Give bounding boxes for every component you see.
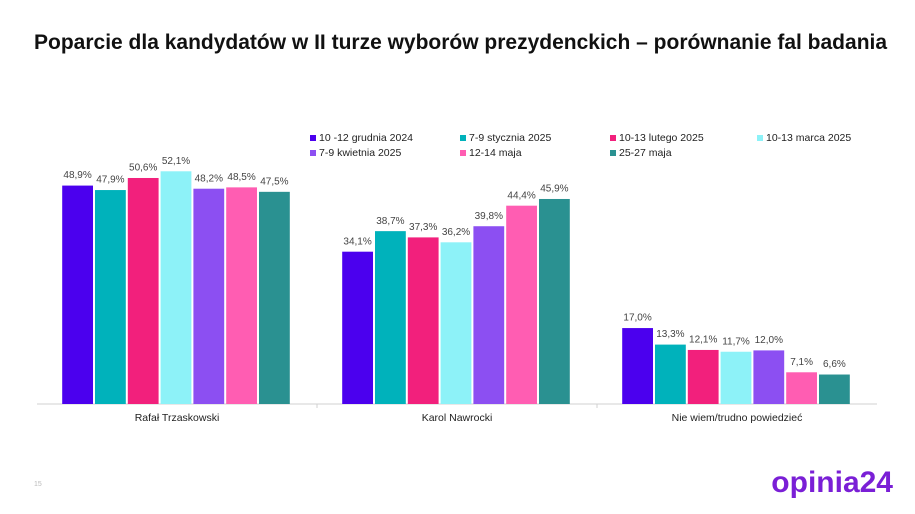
- value-label: 7,1%: [790, 357, 813, 368]
- x-tick-label: Rafał Trzaskowski: [135, 412, 220, 424]
- value-label: 48,9%: [63, 170, 91, 181]
- bar: [786, 372, 817, 404]
- value-label: 44,4%: [507, 190, 535, 201]
- bar: [539, 198, 570, 404]
- bar: [226, 187, 257, 404]
- bar: [407, 237, 439, 404]
- bar: [95, 190, 126, 404]
- legend-swatch: [310, 150, 316, 156]
- legend-label: 25-27 maja: [619, 147, 672, 159]
- value-label: 11,7%: [722, 336, 750, 347]
- bar: [193, 188, 225, 404]
- bar: [687, 349, 719, 404]
- bar: [375, 231, 406, 404]
- bar: [160, 171, 192, 404]
- legend-label: 10-13 lutego 2025: [619, 132, 704, 144]
- value-label: 36,2%: [442, 227, 470, 238]
- legend-label: 10 -12 grudnia 2024: [319, 132, 413, 144]
- value-label: 39,8%: [475, 211, 503, 222]
- legend-swatch: [310, 135, 316, 141]
- bar: [622, 328, 653, 404]
- legend-swatch: [460, 135, 466, 141]
- bar: [62, 185, 93, 404]
- value-label: 48,5%: [227, 172, 255, 183]
- value-label: 38,7%: [376, 216, 404, 227]
- legend-label: 7-9 stycznia 2025: [469, 132, 551, 144]
- value-label: 34,1%: [343, 236, 371, 247]
- value-label: 50,6%: [129, 163, 157, 174]
- logo: opinia24: [771, 466, 893, 499]
- x-tick-label: Karol Nawrocki: [422, 412, 493, 424]
- bar: [342, 251, 373, 404]
- value-label: 37,3%: [409, 222, 437, 233]
- x-tick-label: Nie wiem/trudno powiedzieć: [672, 412, 803, 424]
- bar: [753, 350, 785, 404]
- bar: [127, 177, 159, 404]
- value-label: 12,1%: [689, 335, 717, 346]
- legend-label: 10-13 marca 2025: [766, 132, 851, 144]
- value-label: 45,9%: [540, 184, 568, 195]
- bar: [440, 242, 472, 404]
- value-label: 13,3%: [656, 329, 684, 340]
- page-number: 15: [34, 481, 42, 488]
- legend-label: 7-9 kwietnia 2025: [319, 147, 401, 159]
- legend-swatch: [610, 135, 616, 141]
- value-label: 17,0%: [623, 313, 651, 324]
- value-label: 6,6%: [823, 359, 846, 370]
- legend-swatch: [757, 135, 763, 141]
- legend-swatch: [610, 150, 616, 156]
- bar: [720, 351, 752, 404]
- value-label: 52,1%: [162, 156, 190, 167]
- bar: [506, 205, 537, 404]
- bar: [819, 374, 850, 404]
- value-label: 12,0%: [755, 335, 783, 346]
- legend-label: 12-14 maja: [469, 147, 522, 159]
- value-label: 48,2%: [195, 173, 223, 184]
- chart-title: Poparcie dla kandydatów w II turze wybor…: [34, 31, 888, 54]
- legend-swatch: [460, 150, 466, 156]
- bar: [655, 344, 686, 404]
- value-label: 47,9%: [96, 175, 124, 186]
- bar: [473, 226, 505, 404]
- bar: [259, 191, 290, 404]
- value-label: 47,5%: [260, 176, 288, 187]
